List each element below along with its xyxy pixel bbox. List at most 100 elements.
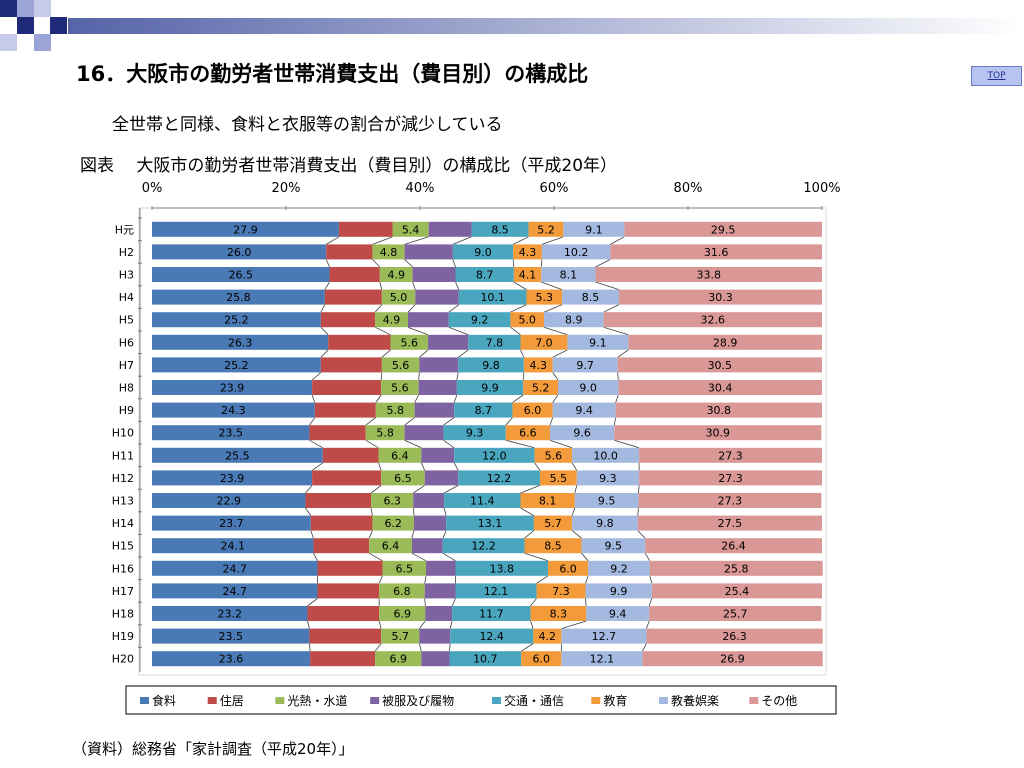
series-line [375, 394, 382, 403]
bar-segment [458, 470, 540, 486]
bar-segment [426, 560, 456, 576]
data-label: 5.0 [518, 314, 536, 327]
category-label: H元 [115, 223, 134, 236]
corner-square-dark-2 [17, 17, 34, 34]
bar-segment [390, 334, 429, 350]
data-label: 4.2 [539, 630, 557, 643]
data-label: 10.0 [593, 449, 618, 462]
bar-segment [452, 606, 531, 621]
data-label: 7.0 [535, 336, 553, 349]
corner-square-dark-3 [50, 17, 67, 34]
data-label: 12.1 [484, 585, 509, 598]
bar-segment [424, 583, 456, 599]
top-link-button[interactable]: TOP [971, 66, 1022, 86]
series-line [512, 259, 515, 268]
data-label: 9.9 [610, 585, 628, 598]
bar-segment [455, 267, 514, 282]
data-label: 8.7 [475, 404, 493, 417]
bar-segment [567, 334, 629, 350]
series-line [309, 417, 316, 426]
bar-segment [639, 470, 822, 486]
series-line [381, 349, 391, 358]
series-line [505, 439, 535, 449]
data-label: 5.2 [532, 382, 550, 395]
series-line [424, 598, 426, 607]
bar-segment [446, 515, 534, 531]
x-tick-label: 40% [406, 181, 435, 196]
bar-segment [585, 583, 652, 599]
bar-segment [561, 628, 647, 644]
data-label: 24.3 [221, 404, 246, 417]
data-label: 4.9 [383, 314, 401, 327]
data-label: 23.5 [218, 427, 243, 440]
data-label: 9.5 [605, 540, 623, 553]
bar-segment [646, 628, 823, 644]
category-label: H10 [112, 427, 134, 440]
series-line [595, 281, 620, 290]
bar-segment [152, 334, 329, 350]
bar-segment [505, 425, 550, 441]
bar-segment [424, 470, 459, 486]
bar-segment [369, 538, 412, 554]
bar-segment [317, 583, 380, 599]
data-label: 6.4 [382, 540, 400, 553]
data-label: 12.2 [471, 540, 496, 553]
data-label: 23.5 [218, 630, 243, 643]
series-line [309, 439, 324, 449]
bar-segment [523, 357, 553, 373]
bar-segment [152, 447, 323, 463]
data-label: 5.7 [391, 630, 409, 643]
bar-segment [404, 244, 453, 260]
data-label: 9.7 [576, 359, 594, 372]
bar-segment [310, 651, 376, 667]
series-line [365, 439, 379, 449]
bar-segment [320, 357, 382, 373]
data-label: 6.8 [393, 585, 411, 598]
bar-segment [651, 583, 822, 599]
bar-segment [329, 267, 380, 282]
data-label: 25.5 [225, 449, 250, 462]
bar-segment [595, 267, 822, 282]
series-line [452, 259, 456, 268]
series-line [615, 394, 619, 403]
bar-segment [610, 244, 822, 260]
series-line [320, 326, 329, 336]
series-line [324, 281, 330, 290]
series-line [378, 462, 382, 471]
data-label: 26.3 [228, 336, 253, 349]
data-label: 26.0 [227, 246, 252, 259]
data-label: 13.1 [478, 517, 503, 530]
bar-segment [523, 380, 559, 395]
category-label: H5 [119, 314, 134, 327]
series-line [325, 236, 340, 245]
series-line [413, 485, 425, 494]
category-label: H18 [112, 608, 134, 621]
series-line [522, 372, 525, 381]
legend-label: 教養娯楽 [671, 693, 719, 708]
data-label: 7.8 [486, 336, 504, 349]
bar-segment [312, 470, 382, 486]
bar-segment [407, 312, 449, 328]
data-label: 6.5 [396, 562, 414, 575]
data-label: 5.3 [536, 291, 554, 304]
bar-segment [381, 357, 420, 373]
bar-segment [152, 560, 318, 576]
series-line [571, 507, 576, 516]
data-label: 30.8 [707, 404, 732, 417]
series-line [374, 304, 383, 313]
bar-segment [419, 357, 459, 373]
bar-segment [152, 267, 330, 282]
category-label: H11 [112, 449, 134, 462]
bar-segment [443, 425, 506, 441]
series-line [455, 281, 460, 290]
category-label: H13 [112, 495, 134, 508]
bar-segment [524, 538, 582, 554]
series-line [372, 236, 393, 245]
bar-segment [322, 447, 379, 463]
data-label: 9.3 [466, 427, 484, 440]
series-line [452, 236, 472, 245]
corner-square-light-1 [17, 0, 34, 17]
bar-segment [419, 628, 451, 644]
bar-segment [603, 312, 822, 328]
bar-segment [425, 606, 453, 621]
